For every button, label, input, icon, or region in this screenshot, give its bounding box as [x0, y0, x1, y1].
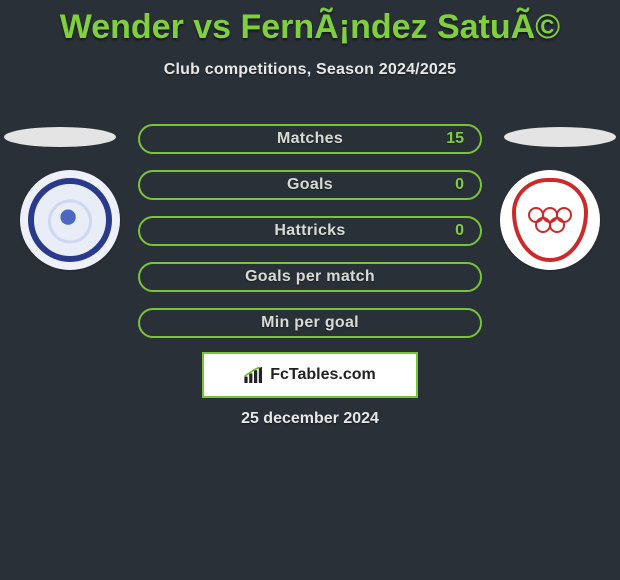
stat-label: Hattricks — [274, 222, 345, 240]
stat-value: 0 — [455, 222, 464, 240]
subtitle: Club competitions, Season 2024/2025 — [0, 61, 620, 79]
stat-row-matches: Matches 15 — [138, 124, 482, 154]
date-text: 25 december 2024 — [0, 410, 620, 428]
page-title: Wender vs FernÃ¡ndez SatuÃ© — [0, 0, 620, 47]
stat-value: 0 — [455, 176, 464, 194]
club-crest-right-icon — [512, 178, 588, 262]
stat-label: Matches — [277, 130, 343, 148]
stat-label: Goals per match — [245, 268, 375, 286]
bar-chart-icon — [244, 367, 264, 383]
stat-row-min-per-goal: Min per goal — [138, 308, 482, 338]
club-badge-right — [500, 170, 600, 270]
comparison-card: Wender vs FernÃ¡ndez SatuÃ© Club competi… — [0, 0, 620, 580]
stat-label: Goals — [287, 176, 333, 194]
player-avatar-left-placeholder — [4, 127, 116, 147]
club-crest-left-icon — [28, 178, 112, 262]
club-badge-left — [20, 170, 120, 270]
stat-label: Min per goal — [261, 314, 359, 332]
stats-list: Matches 15 Goals 0 Hattricks 0 Goals per… — [138, 124, 482, 338]
brand-box[interactable]: FcTables.com — [202, 352, 418, 398]
stat-row-goals-per-match: Goals per match — [138, 262, 482, 292]
stat-row-hattricks: Hattricks 0 — [138, 216, 482, 246]
player-avatar-right-placeholder — [504, 127, 616, 147]
brand-text: FcTables.com — [270, 366, 376, 384]
stat-value: 15 — [446, 130, 464, 148]
stat-row-goals: Goals 0 — [138, 170, 482, 200]
